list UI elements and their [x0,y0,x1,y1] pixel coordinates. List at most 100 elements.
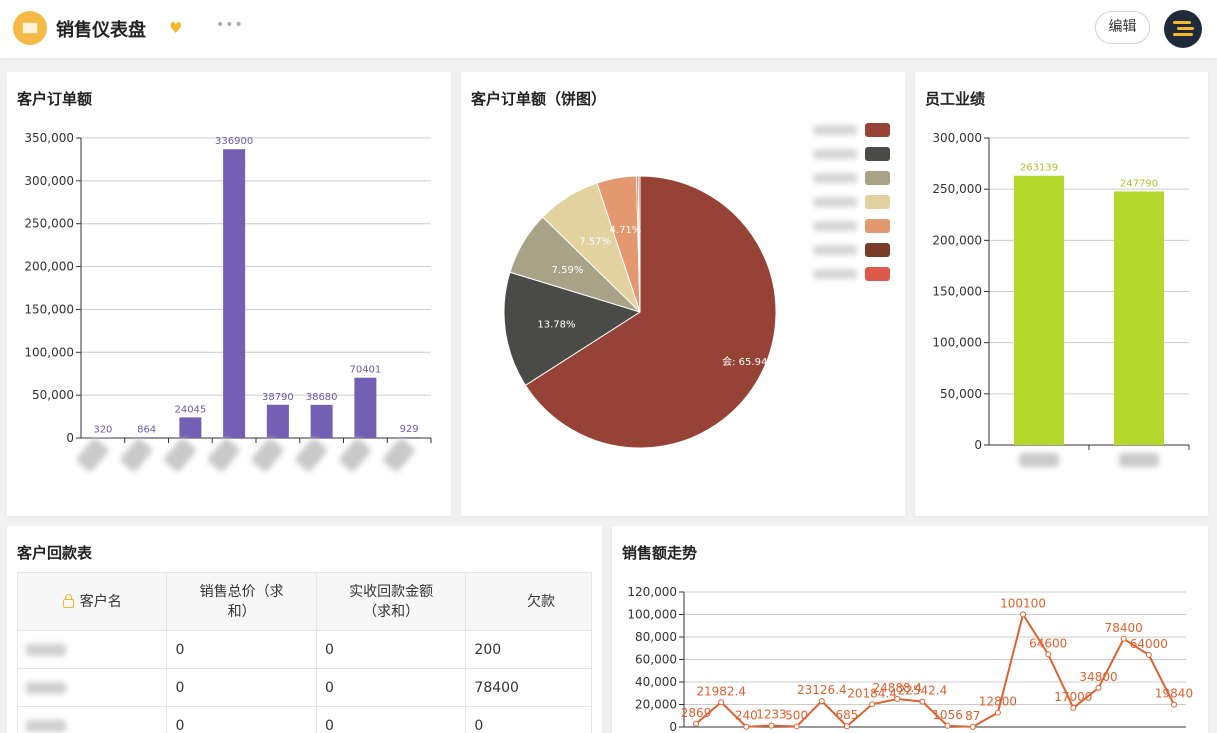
x-category-label-redacted [251,438,284,472]
data-point [1095,684,1102,691]
bar [223,149,246,438]
column-header-total[interactable]: 销售总价（求 和） [167,573,317,630]
legend-label-redacted [813,221,857,231]
favorite-heart-icon[interactable]: ♥ [169,19,183,37]
pie-slice [503,271,642,386]
pie-slice [637,175,641,313]
data-label: 685 [835,708,858,722]
data-point [1070,704,1077,711]
data-label: 64600 [1029,636,1067,650]
cell-customer [18,669,168,706]
more-options-icon[interactable]: ••• [216,17,244,33]
table-row[interactable]: 0 0 200 [18,631,591,669]
y-tick-label: 50,000 [940,387,982,401]
data-point [894,696,901,703]
bar-value-label: 320 [93,425,112,436]
y-tick-label: 60,000 [635,653,677,667]
top-bar: 销售仪表盘 ♥ ••• 编辑 [0,0,1217,58]
cell-customer [18,631,168,668]
data-label: 17000 [1054,690,1092,704]
data-point [718,699,725,706]
table-row[interactable]: 0 0 78400 [18,669,591,707]
data-point [1120,635,1127,642]
series-line [695,611,1175,728]
data-label: 34800 [1079,670,1117,684]
y-tick-label: 80,000 [635,630,677,644]
y-tick-label: 350,000 [24,131,74,145]
y-tick-label: 40,000 [635,675,677,689]
data-label: 1233 [756,708,787,722]
data-point [793,723,800,730]
table-row[interactable]: 0 0 0 [18,707,591,733]
data-point [1171,701,1177,708]
data-label: 100100 [1000,596,1046,610]
column-header-customer[interactable]: 客户名 [18,573,168,630]
pie-slice-label: 13.78% [537,319,575,330]
y-tick-label: 0 [669,720,677,733]
y-tick-label: 200,000 [932,233,982,247]
data-point [1045,651,1052,658]
data-label: 87 [965,709,980,723]
y-tick-label: 300,000 [932,131,982,145]
bar-value-label: 24045 [174,404,206,415]
bar [1014,175,1064,445]
cell-total: 0 [167,669,317,706]
legend-label-redacted [813,245,857,255]
orders-pie-card: 客户订单额（饼图） 会: 65.94% 13.78% 7.59% 7.57% 4.71% [461,72,905,516]
column-header-received[interactable]: 实收回款金额 （求和） [317,573,467,630]
pie-slice-label: 4.71% [610,225,642,236]
y-tick-label: 250,000 [932,182,982,196]
edit-button[interactable]: 编辑 [1095,11,1150,44]
data-point [693,720,699,727]
cell-received: 0 [317,669,467,706]
data-label: 500 [785,708,808,722]
data-label: 64000 [1130,637,1168,651]
bar-value-label: 336900 [215,136,253,147]
legend-label-redacted [813,125,857,135]
legend-label-redacted [813,173,857,183]
legend-label-redacted [813,149,857,159]
bar-value-label: 38680 [306,392,338,403]
card-title: 客户回款表 [17,544,93,562]
orders-pie-chart: 会: 65.94% 13.78% 7.59% 7.57%4.71% [503,123,890,449]
legend-swatch [865,195,890,209]
y-tick-label: 0 [66,431,74,445]
avatar[interactable] [1164,10,1202,48]
data-point [1145,652,1152,658]
y-tick-label: 250,000 [24,217,74,231]
bar-value-label: 929 [400,424,419,435]
column-header-debt[interactable]: 欠款 [527,593,556,610]
pie-slice-label: 7.59% [552,265,584,276]
pie-slice [524,175,777,449]
y-tick-label: 150,000 [932,285,982,299]
bar-value-label: 263139 [1020,163,1058,174]
cell-debt: 200 [474,641,502,658]
x-category-label-redacted [120,438,152,472]
y-tick-label: 150,000 [24,302,74,316]
bar [310,404,333,438]
orders-bar-card: 客户订单额 0 50,000 100,000 150,000 200,000 250,00… [7,72,451,516]
sales-trend-chart: 0 20,000 40,000 60,000 80,000 100,000 120,000 2… [627,585,1193,733]
legend-label-redacted [813,197,857,207]
data-label: 12800 [979,695,1017,709]
data-label: 2869 [681,706,712,720]
card-title: 员工业绩 [925,90,986,108]
x-category-label-redacted [76,438,109,472]
data-point [743,723,750,730]
bar [135,437,158,438]
app-icon [13,11,47,45]
data-point [919,698,926,705]
bar [354,377,377,438]
y-tick-label: 120,000 [627,585,677,599]
table-header-row: 客户名 销售总价（求 和） 实收回款金额 （求和） 欠款 [18,573,591,631]
data-label: 240 [735,709,758,723]
data-label: 24888.4 [872,681,922,695]
x-category-label-redacted [164,438,196,472]
y-tick-label: 0 [974,438,982,452]
card-title: 销售额走势 [622,544,698,562]
y-tick-label: 100,000 [932,336,982,350]
legend-swatch [865,243,890,257]
page-title: 销售仪表盘 [56,20,146,41]
y-tick-label: 20,000 [635,698,677,712]
data-label: 19840 [1155,687,1193,701]
